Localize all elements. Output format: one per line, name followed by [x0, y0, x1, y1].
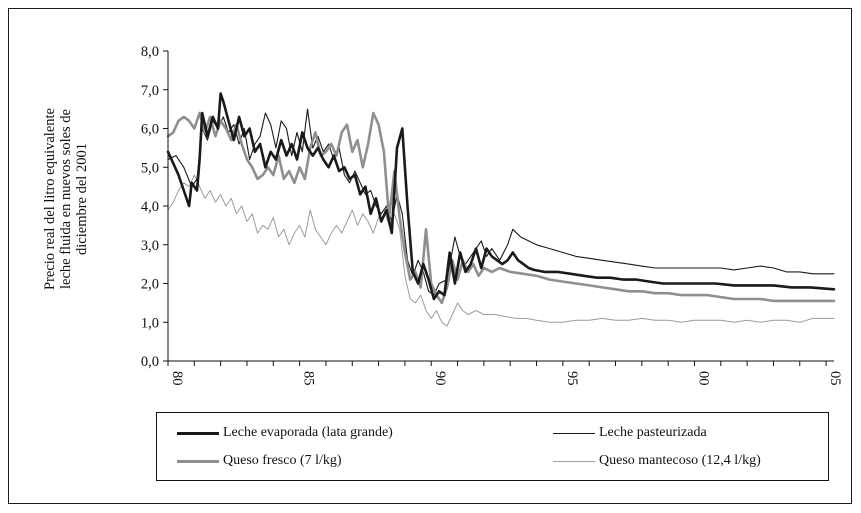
- x-tick-label: 00: [695, 371, 711, 386]
- legend-item-leche-pasteurizada: Leche pasteurizada: [553, 425, 707, 441]
- legend-swatch-queso-fresco: [177, 459, 219, 463]
- legend-item-queso-fresco: Queso fresco (7 l/kg): [177, 453, 342, 469]
- legend-swatch-queso-mantecoso: [553, 460, 595, 462]
- legend: Leche evaporada (lata grande) Leche past…: [156, 412, 829, 481]
- y-tick-label: 2,0: [141, 277, 159, 293]
- legend-label-leche-evaporada: Leche evaporada (lata grande): [223, 425, 393, 440]
- x-tick-label: 05: [827, 371, 843, 386]
- y-tick-label: 4,0: [141, 199, 159, 215]
- legend-swatch-leche-evaporada: [177, 431, 219, 435]
- legend-item-leche-evaporada: Leche evaporada (lata grande): [177, 425, 393, 441]
- x-tick-label: 80: [169, 371, 185, 386]
- y-tick-label: 1,0: [141, 315, 159, 331]
- axis-layer: 0,0 1,0 2,0 3,0 4,0 5,0 6,0 7,0 8,0 80 85 90 95 00 05: [141, 44, 843, 386]
- y-tick-label: 7,0: [141, 83, 159, 99]
- x-tick-label: 85: [301, 371, 317, 386]
- series-line-queso-mantecoso: [167, 174, 835, 327]
- series-layer: [166, 92, 836, 327]
- x-tick-label: 90: [432, 371, 448, 386]
- y-tick-label: 3,0: [141, 238, 159, 254]
- legend-swatch-leche-pasteurizada: [553, 432, 595, 434]
- legend-label-queso-mantecoso: Queso mantecoso (12,4 l/kg): [599, 453, 761, 468]
- legend-label-leche-pasteurizada: Leche pasteurizada: [599, 425, 707, 440]
- x-tick-label: 95: [564, 371, 580, 386]
- y-tick-label: 5,0: [141, 160, 159, 176]
- y-tick-label: 8,0: [141, 44, 159, 60]
- y-tick-label: 0,0: [141, 354, 159, 370]
- y-tick-label: 6,0: [141, 122, 159, 138]
- series-line-leche-evaporada: [166, 92, 836, 301]
- legend-item-queso-mantecoso: Queso mantecoso (12,4 l/kg): [553, 453, 761, 469]
- series-line-queso-fresco: [166, 111, 836, 305]
- series-line-leche-pasteurizada: [167, 108, 835, 296]
- legend-label-queso-fresco: Queso fresco (7 l/kg): [223, 453, 342, 468]
